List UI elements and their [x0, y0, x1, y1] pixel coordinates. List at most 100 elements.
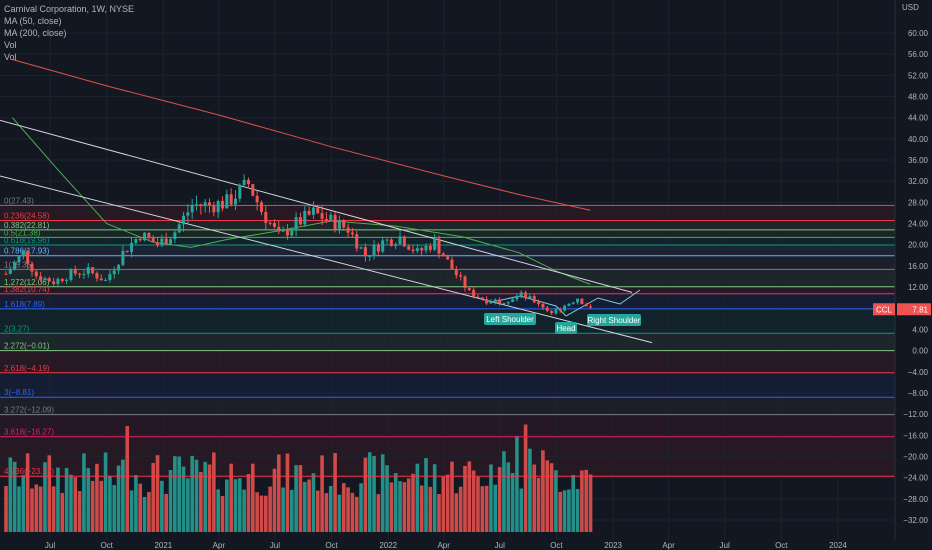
- candle-body: [346, 227, 350, 233]
- volume-bar: [354, 496, 359, 532]
- volume-bar: [389, 482, 394, 532]
- volume-bar: [242, 489, 246, 532]
- candle-body: [415, 248, 419, 252]
- y-tick-label: 32.00: [908, 177, 929, 186]
- head-label-box[interactable]: [555, 322, 577, 334]
- volume-bar: [289, 489, 294, 532]
- fib-label: 0.382(22.81): [4, 221, 50, 230]
- candle-body: [216, 200, 220, 213]
- volume-bar: [489, 464, 493, 532]
- candle-body: [584, 304, 588, 307]
- candle-body: [99, 278, 103, 281]
- candle-body: [4, 273, 8, 275]
- y-tick-label: 0.00: [912, 347, 928, 356]
- volume-bar: [99, 480, 104, 532]
- fib-band: [0, 372, 895, 398]
- volume-bar: [121, 459, 125, 532]
- price-axis[interactable]: USD 60.00 56.00 52.00 48.00 44.00 40.00 36.00 32…: [873, 0, 932, 550]
- volume-bar: [116, 465, 121, 532]
- y-tick-label: 12.00: [908, 283, 929, 292]
- trendline[interactable]: [0, 119, 633, 293]
- candle-body: [164, 238, 168, 244]
- volume-bar: [411, 473, 415, 532]
- symbol-tag[interactable]: [873, 303, 895, 316]
- candle-body: [138, 238, 142, 241]
- volume-bar: [177, 456, 181, 532]
- candle-body: [454, 269, 458, 276]
- right-shoulder-label-box[interactable]: [587, 314, 641, 326]
- volume-bar: [437, 493, 441, 532]
- fib-band: [0, 350, 895, 373]
- last-price-tag[interactable]: [897, 303, 931, 316]
- volume-bar: [536, 477, 541, 532]
- trendline[interactable]: [0, 175, 653, 344]
- candle-body: [259, 202, 263, 212]
- candle-body: [69, 269, 73, 280]
- legend-ma200[interactable]: MA (200, close): [4, 28, 67, 38]
- volume-bar: [350, 492, 355, 532]
- candle-body: [294, 217, 298, 231]
- candle-body: [212, 204, 216, 213]
- time-axis-bg: [0, 540, 932, 550]
- candle-body: [385, 239, 389, 241]
- legend-title[interactable]: Carnival Corporation, 1W, NYSE: [4, 4, 135, 14]
- y-tick-label: 40.00: [908, 135, 929, 144]
- volume-bar: [571, 475, 576, 532]
- symbol-tag-label: CCL: [876, 305, 893, 314]
- volume-bar: [216, 489, 220, 532]
- candle-body: [108, 274, 112, 281]
- candle-body: [285, 229, 289, 236]
- candle-body: [173, 232, 177, 240]
- right-shoulder-label[interactable]: Right Shoulder: [588, 316, 641, 325]
- candle-body: [78, 273, 82, 275]
- fib-label: 1.618(7.89): [4, 300, 45, 309]
- candle-body: [489, 301, 493, 304]
- volume-bar: [233, 479, 238, 532]
- legend-ma50[interactable]: MA (50, close): [4, 16, 62, 26]
- volume-bar: [575, 489, 580, 532]
- y-tick-label: 24.00: [908, 220, 929, 229]
- volume-bar: [554, 470, 558, 532]
- pattern-line[interactable]: [491, 289, 641, 317]
- candle-body: [121, 250, 125, 265]
- candle-body: [472, 289, 476, 297]
- left-shoulder-label-box[interactable]: [484, 313, 536, 325]
- fib-band: [0, 293, 895, 309]
- x-tick-label: Oct: [100, 541, 113, 550]
- head-label[interactable]: Head: [556, 324, 575, 333]
- candle-body: [502, 303, 506, 305]
- fib-band: [0, 229, 895, 238]
- volume-bar: [125, 426, 130, 532]
- volume-bar: [238, 478, 242, 532]
- time-axis[interactable]: Jul Oct 2021 Apr Jul Oct 2022 Apr Jul Oct 2023 Apr J…: [0, 540, 932, 550]
- volume-bar: [541, 450, 545, 532]
- candle-body: [95, 273, 99, 279]
- volume-bar: [298, 465, 303, 532]
- legend-vol-1[interactable]: Vol: [4, 40, 17, 50]
- volume-bar: [138, 483, 143, 532]
- volume-bar: [307, 479, 311, 532]
- candles: [4, 174, 593, 316]
- candle-body: [104, 280, 108, 282]
- volume-bar: [30, 488, 34, 532]
- trendlines[interactable]: [0, 119, 653, 344]
- candle-body: [52, 281, 56, 284]
- pattern-annotations[interactable]: Left Shoulder Head Right Shoulder: [484, 313, 641, 334]
- volume-bar: [160, 480, 164, 532]
- candle-body: [281, 229, 285, 232]
- legend-vol-2[interactable]: Vol: [4, 52, 17, 62]
- volume-bar: [4, 486, 8, 532]
- candle-body: [47, 278, 51, 282]
- fib-label: 3.618(−16.27): [4, 428, 54, 437]
- x-tick-label: Apr: [437, 541, 450, 550]
- left-shoulder-label[interactable]: Left Shoulder: [486, 315, 534, 324]
- volume-bar: [450, 461, 454, 532]
- volume-bar: [480, 486, 485, 532]
- candle-body: [476, 296, 480, 298]
- y-tick-label: −24.00: [903, 474, 928, 483]
- volume-bar: [199, 472, 203, 532]
- volume-bar: [532, 464, 537, 532]
- y-tick-label: −12.00: [903, 410, 928, 419]
- y-tick-label: 56.00: [908, 50, 929, 59]
